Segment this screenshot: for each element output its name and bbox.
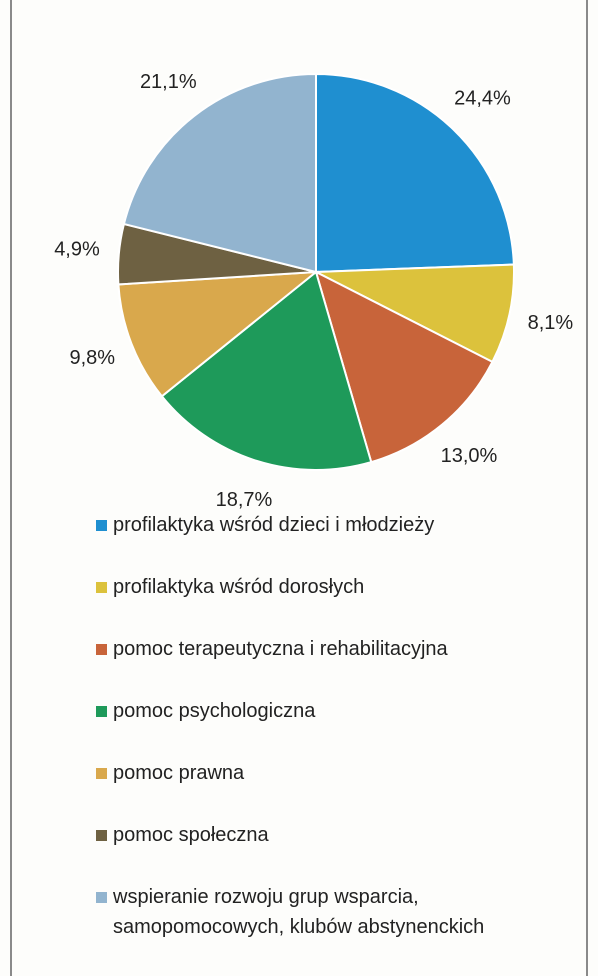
- legend-swatch: [96, 706, 107, 717]
- legend-swatch: [96, 520, 107, 531]
- pie-slice: [312, 263, 515, 364]
- legend-label: pomoc społeczna: [113, 824, 269, 846]
- legend-item: pomoc psychologiczna: [96, 696, 536, 726]
- legend-item: profilaktyka wśród dzieci i młodzieży: [96, 510, 536, 540]
- legend-item: pomoc prawna: [96, 758, 536, 788]
- legend-label: profilaktyka wśród dzieci i młodzieży: [113, 514, 435, 536]
- legend-label: pomoc prawna: [113, 762, 245, 784]
- pie-slice: [315, 72, 515, 274]
- legend-item: pomoc terapeutyczna i rehabilitacyjna: [96, 634, 536, 664]
- legend-item: wspieranie rozwoju grup wsparcia, samopo…: [96, 882, 536, 942]
- pie-slice: [122, 72, 317, 274]
- legend: profilaktyka wśród dzieci i młodzieży pro…: [96, 510, 536, 974]
- legend-item: profilaktyka wśród dorosłych: [96, 572, 536, 602]
- pie-slice: [117, 270, 320, 398]
- pie-slice: [314, 270, 494, 464]
- legend-swatch: [96, 892, 107, 903]
- data-label: 8,1%: [528, 312, 574, 334]
- legend-label: pomoc psychologiczna: [113, 700, 316, 722]
- legend-swatch: [96, 768, 107, 779]
- legend-label: pomoc terapeutyczna i rehabilitacyjna: [113, 638, 448, 660]
- data-label: 21,1%: [140, 71, 197, 93]
- legend-swatch: [96, 830, 107, 841]
- legend-label: wspieranie rozwoju grup wsparcia, samopo…: [113, 886, 485, 938]
- legend-label: profilaktyka wśród dorosłych: [113, 576, 365, 598]
- data-label: 13,0%: [441, 445, 498, 467]
- data-label: 24,4%: [454, 87, 511, 109]
- legend-item: pomoc społeczna: [96, 820, 536, 850]
- legend-swatch: [96, 644, 107, 655]
- legend-swatch: [96, 582, 107, 593]
- frame: [10, 0, 588, 976]
- data-label: 9,8%: [70, 347, 116, 369]
- pie-slice: [160, 270, 373, 471]
- data-label: 4,9%: [54, 238, 100, 260]
- data-label: 18,7%: [216, 489, 273, 511]
